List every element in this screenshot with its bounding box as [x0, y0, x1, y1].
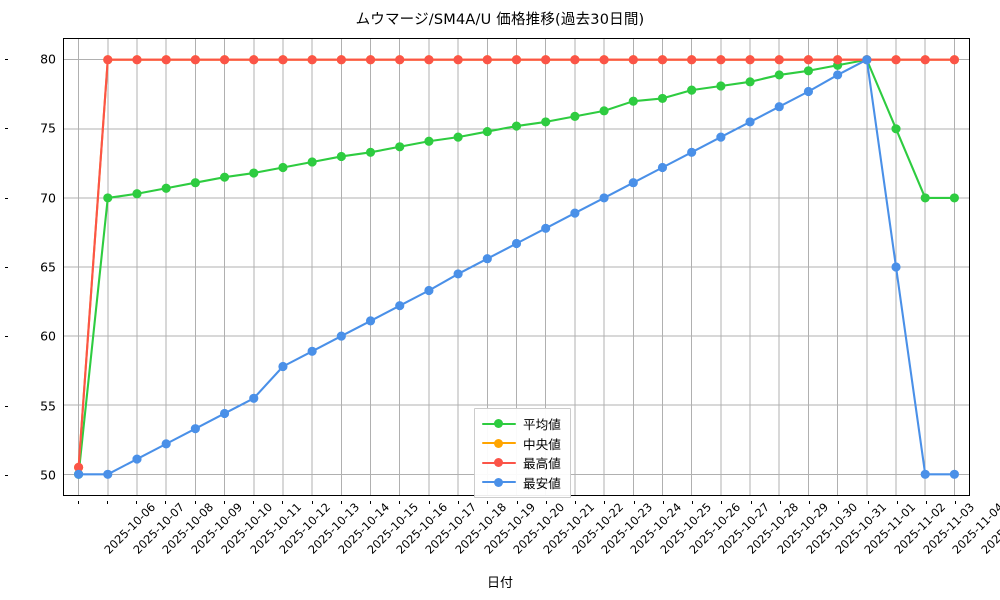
x-tick-mark: [633, 500, 635, 504]
x-axis-label: 日付: [486, 576, 513, 591]
x-tick-mark: [692, 500, 694, 504]
legend-item-最高値[interactable]: 最高値: [482, 453, 561, 473]
x-tick-mark: [575, 500, 577, 504]
x-tick-mark: [77, 500, 79, 504]
series-最高値: [74, 55, 959, 472]
y-tick-mark: [4, 58, 8, 60]
y-tick-label: 70: [40, 190, 56, 206]
legend-item-平均値[interactable]: 平均値: [482, 414, 561, 434]
x-tick-mark: [516, 500, 518, 504]
y-tick-label: 60: [40, 328, 56, 344]
x-tick-mark: [136, 500, 138, 504]
series-layer: [74, 55, 959, 479]
x-tick-mark: [926, 500, 928, 504]
x-tick-mark: [809, 500, 811, 504]
legend-swatch-icon: [482, 418, 516, 430]
x-tick-mark: [428, 500, 430, 504]
x-tick-mark: [194, 500, 196, 504]
x-tick-mark: [370, 500, 372, 504]
y-tick-label: 75: [40, 120, 56, 136]
y-tick-label: 55: [40, 398, 56, 414]
x-tick-mark: [253, 500, 255, 504]
x-tick-mark: [721, 500, 723, 504]
x-tick-mark: [662, 500, 664, 504]
x-tick-mark: [311, 500, 313, 504]
legend-item-中央値[interactable]: 中央値: [482, 434, 561, 454]
x-tick-mark: [779, 500, 781, 504]
y-tick-mark: [4, 267, 8, 268]
series-平均値: [74, 55, 959, 479]
x-tick-mark: [165, 500, 167, 504]
x-tick-mark: [896, 500, 898, 504]
series-最安値: [74, 55, 959, 479]
legend-label: 最高値: [523, 456, 561, 472]
legend-label: 中央値: [523, 436, 561, 452]
x-tick-mark: [867, 500, 869, 504]
legend-label: 平均値: [523, 417, 561, 433]
y-tick-label: 65: [40, 259, 56, 275]
legend-label: 最安値: [523, 475, 561, 491]
legend-swatch-icon: [482, 457, 516, 469]
legend-swatch-icon: [482, 476, 516, 488]
y-tick-mark: [4, 336, 8, 338]
x-tick-mark: [340, 500, 342, 504]
legend-swatch-icon: [482, 437, 516, 449]
x-tick-mark: [399, 500, 401, 504]
legend-item-最安値[interactable]: 最安値: [482, 473, 561, 493]
y-tick-label: 80: [40, 51, 56, 67]
x-tick-mark: [223, 500, 225, 504]
x-tick-mark: [457, 500, 459, 504]
chart-title: ムウマージ/SM4A/U 価格推移(過去30日間): [355, 12, 645, 28]
x-tick-mark: [955, 500, 957, 504]
y-tick-mark: [4, 197, 8, 199]
chart-legend[interactable]: 平均値中央値最高値最安値: [474, 408, 571, 498]
x-tick-mark: [604, 500, 606, 504]
x-tick-mark: [282, 500, 284, 504]
y-tick-mark: [4, 475, 8, 477]
x-axis-tick-labels: 2025-10-06 2025-10-07 2025-10-08 2025-10-09…: [63, 500, 1000, 568]
y-axis-tick-labels: 50 55 60 65 70 75 80: [4, 38, 56, 496]
x-tick-mark: [838, 500, 840, 504]
x-tick-mark: [750, 500, 752, 504]
x-tick-mark: [106, 500, 108, 504]
y-tick-mark: [4, 128, 8, 130]
x-tick-mark: [487, 500, 489, 504]
y-tick-label: 50: [40, 467, 56, 483]
y-tick-mark: [4, 405, 8, 407]
x-tick-mark: [545, 500, 547, 504]
